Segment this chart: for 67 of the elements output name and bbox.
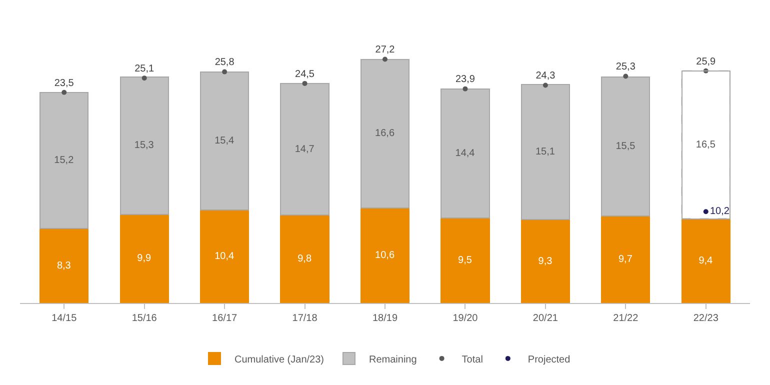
bar [520, 219, 570, 303]
data-label: 25,1 [134, 63, 155, 74]
bar [200, 209, 250, 303]
data-label: 9,7 [618, 254, 633, 266]
data-label: 15,3 [134, 140, 154, 152]
x-tick-label: 18/19 [372, 313, 398, 324]
point [382, 56, 388, 62]
bar [120, 76, 169, 215]
bar [40, 92, 89, 230]
data-label: 9,9 [137, 253, 152, 264]
data-label: 9,3 [538, 256, 553, 267]
data-label: 24,3 [536, 70, 556, 82]
legend-label: Cumulative (Jan/23) [234, 354, 324, 366]
data-label: 8,3 [56, 260, 72, 272]
bar [681, 218, 730, 303]
data-label: 14,7 [294, 144, 315, 155]
point [703, 209, 708, 214]
point [222, 69, 228, 74]
bar [280, 214, 330, 303]
x-tick-label: 19/20 [452, 313, 478, 324]
data-label: 24,5 [295, 68, 315, 80]
point [462, 86, 468, 92]
legend-label: Projected [528, 354, 570, 366]
point [542, 82, 548, 88]
data-label: 25,3 [616, 62, 636, 73]
data-label: 15,2 [54, 155, 74, 166]
bar [360, 58, 410, 209]
bar [360, 208, 410, 303]
data-label: 25,8 [214, 57, 235, 68]
bar [200, 71, 250, 210]
data-label: 23,9 [455, 74, 476, 86]
bar [601, 216, 650, 303]
bar [520, 84, 570, 220]
data-label: 10,6 [375, 250, 395, 262]
bar [601, 76, 650, 217]
data-label: 9,4 [698, 255, 714, 266]
bar [120, 214, 169, 303]
data-label: 14,4 [455, 148, 476, 159]
x-tick-label: 22/23 [693, 313, 719, 324]
bar [440, 88, 490, 218]
legend-label: Remaining [368, 354, 417, 366]
point [623, 74, 628, 79]
x-tick-label: 15/16 [132, 313, 158, 324]
data-label: 15,4 [214, 135, 235, 146]
data-label: 16,5 [696, 139, 716, 150]
data-label: 9,5 [458, 254, 472, 266]
data-label: 15,5 [616, 141, 636, 152]
data-label: 16,6 [375, 128, 395, 140]
data-label: 23,5 [54, 78, 74, 89]
data-label: 27,2 [375, 44, 396, 56]
point [302, 80, 308, 86]
x-tick-label: 20/21 [532, 313, 558, 324]
point [62, 90, 67, 95]
data-label: 25,9 [696, 56, 716, 68]
data-label: 10,4 [214, 250, 235, 262]
bar [440, 217, 490, 303]
x-tick-label: 17/18 [292, 313, 318, 324]
x-tick-label: 14/15 [52, 313, 78, 324]
bar [280, 82, 330, 216]
data-label: 10,2 [710, 206, 730, 218]
bar [40, 228, 89, 303]
data-label: 9,8 [298, 254, 312, 265]
legend-label: Total [462, 354, 483, 366]
x-tick-label: 16/17 [212, 313, 238, 324]
data-label: 15,1 [535, 146, 556, 158]
point [142, 76, 147, 81]
x-tick-label: 21/22 [613, 313, 639, 324]
